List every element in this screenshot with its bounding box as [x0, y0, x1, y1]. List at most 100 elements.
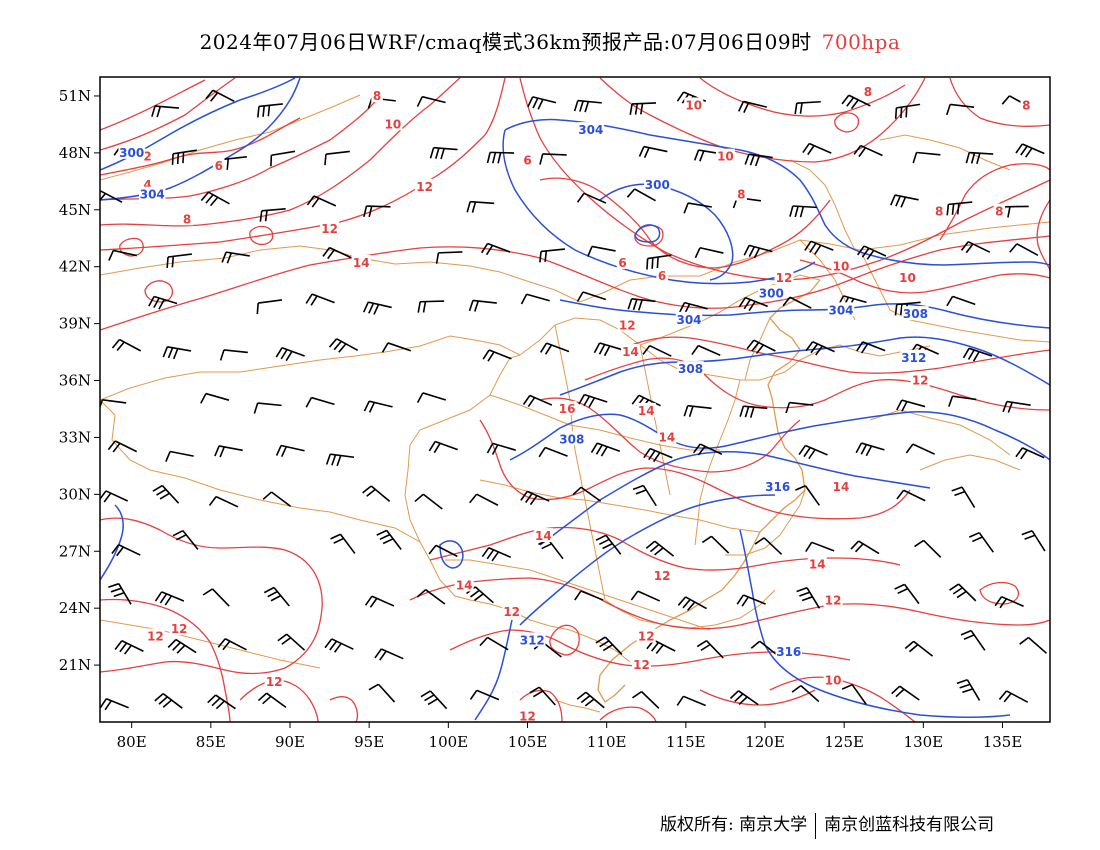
- wind-barb: [968, 531, 994, 553]
- wind-barb: [256, 299, 283, 315]
- lat-tick-label: 42N: [59, 258, 91, 276]
- temperature-label-bg: [533, 528, 553, 543]
- temperature-contour-label: 8: [995, 205, 1003, 219]
- wind-barb: [894, 583, 920, 605]
- temperature-label-bg: [213, 158, 225, 173]
- wind-barb: [590, 442, 621, 457]
- wind-barb: [202, 588, 230, 607]
- temperature-label-bg: [715, 148, 735, 163]
- wind-barb: [305, 293, 335, 306]
- height-label-bg: [764, 478, 791, 493]
- wind-barb: [632, 690, 660, 709]
- wind-barb: [362, 485, 391, 503]
- wind-barb: [676, 695, 706, 707]
- temperature-contour-label: 4: [143, 178, 151, 192]
- wind-barb: [802, 142, 832, 156]
- wind-barb: [108, 249, 137, 261]
- lat-tick-label: 48N: [59, 144, 91, 162]
- wind-barb: [466, 200, 495, 213]
- wind-barb: [538, 446, 568, 458]
- wind-barb: [795, 484, 820, 506]
- wind-barb: [428, 440, 458, 454]
- temperature-contour-label: 12: [638, 630, 655, 644]
- lat-tick-label: 51N: [59, 87, 91, 105]
- temperature-label-bg: [684, 97, 704, 112]
- wind-barb: [804, 240, 834, 255]
- temperature-label-bg: [933, 203, 945, 218]
- temperature-contour-label: 10: [717, 150, 734, 164]
- temperature-label-bg: [862, 84, 874, 99]
- wind-barb: [593, 342, 623, 357]
- height-contour-label: 300: [759, 286, 784, 300]
- wind-barb: [221, 156, 247, 171]
- lon-tick-label: 120E: [745, 733, 785, 751]
- temperature-label-bg: [632, 657, 651, 672]
- wind-barb: [729, 690, 759, 706]
- wind-barb: [805, 541, 835, 553]
- height-label-bg: [758, 285, 785, 300]
- temperature-contour-label: 12: [503, 605, 520, 619]
- height-contour-label: 304: [578, 123, 603, 137]
- wind-barb: [750, 640, 779, 657]
- temperature-label-bg: [910, 372, 930, 387]
- temperature-contour-label: 12: [147, 630, 164, 644]
- temperature-label-bg: [774, 270, 794, 285]
- wind-barb: [576, 192, 607, 204]
- wind-barb: [794, 100, 821, 115]
- temperature-contour-label: 8: [737, 188, 745, 202]
- wind-barbs: [100, 89, 1048, 711]
- wind-barb: [1015, 143, 1045, 158]
- wind-barb: [789, 205, 817, 218]
- temperature-contour-label: 12: [266, 675, 283, 689]
- wind-barb: [166, 253, 192, 269]
- wind-barb: [100, 190, 123, 203]
- wind-barb: [171, 149, 197, 165]
- wind-barb: [1001, 205, 1029, 218]
- wind-barb: [200, 392, 230, 404]
- wind-barb: [162, 346, 192, 360]
- temperature-label-bg: [807, 556, 827, 571]
- title-pressure-level: 700hpa: [821, 30, 901, 54]
- lon-tick-label: 90E: [275, 733, 305, 751]
- wind-barb: [270, 150, 296, 167]
- wind-barb: [696, 640, 724, 659]
- temperature-label-bg: [145, 628, 165, 643]
- wind-barb: [890, 194, 919, 208]
- wind-barb: [629, 102, 657, 115]
- wind-barb: [891, 685, 920, 701]
- wind-barb: [417, 300, 445, 313]
- wind-barb: [539, 153, 567, 165]
- wind-barb: [1002, 400, 1031, 413]
- temperature-label-bg: [169, 621, 189, 636]
- wind-barb: [683, 202, 712, 214]
- height-contour-label: 316: [765, 480, 790, 494]
- height-label-bg: [139, 186, 166, 201]
- wind-barb: [111, 544, 141, 557]
- wind-barb: [364, 595, 395, 608]
- height-contour-label: 316: [776, 645, 801, 659]
- temperature-label-bg: [181, 211, 193, 226]
- temperature-label-bg: [898, 270, 917, 285]
- wind-barb: [573, 99, 602, 113]
- wind-barb: [152, 484, 180, 504]
- wind-barb: [420, 690, 448, 710]
- height-contours: [100, 77, 1050, 721]
- temperature-contour-label: 12: [416, 180, 433, 194]
- height-label-bg: [519, 632, 546, 647]
- wind-barb: [896, 399, 926, 412]
- temperature-contour-label: 10: [685, 98, 702, 112]
- temperature-label-bg: [383, 116, 403, 131]
- wind-barb: [330, 533, 356, 554]
- wind-barb: [904, 640, 934, 657]
- height-label-bg: [644, 177, 671, 192]
- temperature-contour-label: 14: [622, 345, 639, 359]
- wind-barb: [165, 450, 194, 462]
- temperature-contour-label: 12: [619, 319, 636, 333]
- wind-barb: [154, 591, 185, 606]
- temperature-label-bg: [636, 402, 656, 417]
- wind-barb: [529, 686, 556, 706]
- temperature-contour-label: 10: [833, 260, 850, 274]
- wind-barb: [646, 639, 676, 654]
